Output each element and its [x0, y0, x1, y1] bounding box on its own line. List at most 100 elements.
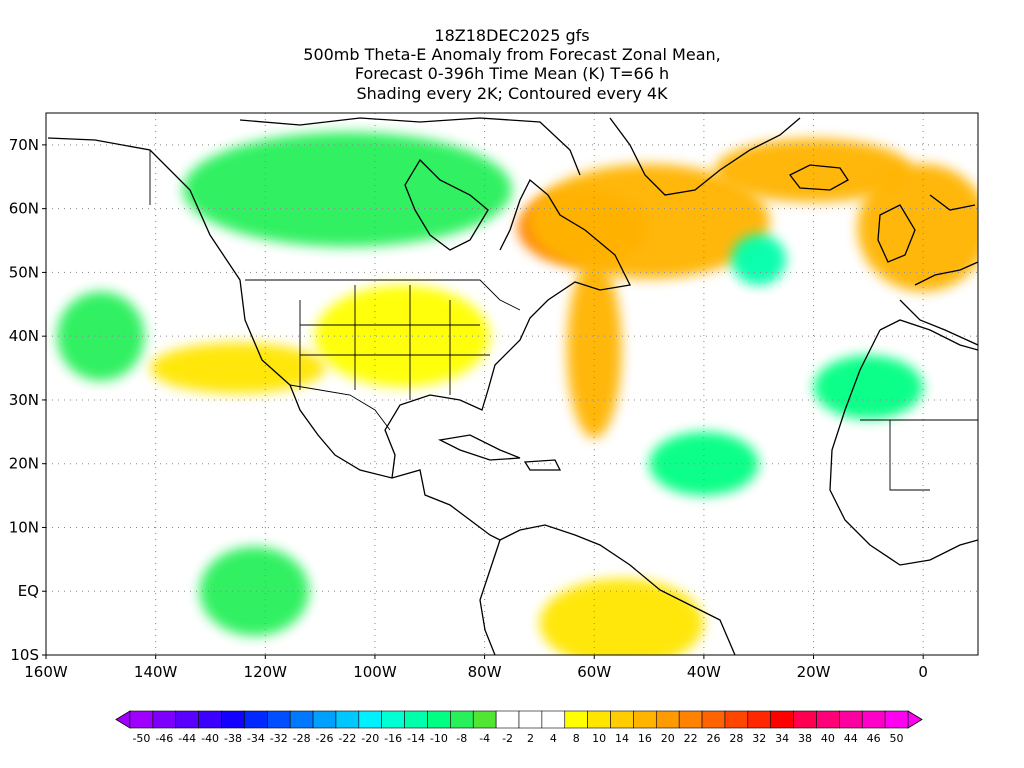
colorbar-label: -34 — [247, 732, 265, 745]
colorbar-label: -4 — [479, 732, 490, 745]
colorbar-label: -14 — [407, 732, 425, 745]
colorbar-label: 46 — [867, 732, 881, 745]
lon-tick-label: 0 — [918, 663, 928, 681]
anomaly-s-america-warm — [539, 578, 704, 655]
colorbar-label: 44 — [844, 732, 858, 745]
colorbar: -50 -46 -44 -40 -38 -34 -32 -28 -26 -22 -20 -16 -14-… — [115, 710, 923, 745]
colorbar-swatch — [244, 710, 268, 729]
colorbar-swatch — [564, 710, 588, 729]
colorbar-min-arrow — [115, 710, 131, 729]
colorbar-label: 40 — [821, 732, 835, 745]
colorbar-label: -38 — [224, 732, 242, 745]
europe-coastline — [899, 194, 978, 346]
colorbar-label: 8 — [573, 732, 580, 745]
colorbar-label: -26 — [316, 732, 334, 745]
colorbar-label: -20 — [361, 732, 379, 745]
colorbar-swatch — [770, 710, 794, 729]
anomaly-ne-atlantic-cold — [731, 234, 787, 286]
map-gridlines — [46, 113, 978, 655]
colorbar-swatch — [518, 710, 543, 729]
colorbar-label: 26 — [707, 732, 721, 745]
colorbar-label: -46 — [155, 732, 173, 745]
us-canada-border — [245, 279, 521, 311]
colorbar-swatch — [655, 710, 680, 729]
colorbar-swatch — [839, 710, 863, 729]
anomaly-canada-cold — [183, 132, 512, 247]
lon-tick-label: 20W — [797, 663, 831, 681]
colorbar-swatch — [724, 710, 749, 729]
colorbar-label: 32 — [752, 732, 766, 745]
colorbar-swatch — [861, 710, 886, 729]
anomaly-north-africa-cold — [813, 355, 924, 420]
lat-tick-label: 40N — [9, 327, 39, 345]
colorbar-swatch — [381, 710, 405, 729]
colorbar-label: -28 — [293, 732, 311, 745]
colorbar-swatch — [289, 710, 314, 729]
colorbar-label: 50 — [890, 732, 904, 745]
colorbar-label: 4 — [550, 732, 557, 745]
title-line-2: 500mb Theta-E Anomaly from Forecast Zona… — [303, 45, 721, 64]
lon-tick-label: 120W — [244, 663, 288, 681]
colorbar-label: 38 — [798, 732, 812, 745]
colorbar-swatch — [450, 710, 474, 729]
colorbar-label: -32 — [270, 732, 288, 745]
lat-tick-label: 50N — [9, 263, 39, 281]
colorbar-swatch — [335, 710, 360, 729]
colorbar-label: 2 — [527, 732, 534, 745]
lon-tick-label: 40W — [687, 663, 721, 681]
colorbar-swatch — [129, 710, 154, 729]
lon-tick-label: 140W — [134, 663, 178, 681]
colorbar-swatch — [312, 710, 337, 729]
lat-tick-label: 10S — [10, 646, 39, 664]
us-state-borders — [299, 285, 490, 400]
political-borders — [149, 150, 978, 491]
anomaly-mid-atlantic-cold — [649, 431, 759, 496]
colorbar-swatch — [587, 710, 611, 729]
cuba-coastline — [437, 434, 521, 461]
africa-coastline — [829, 319, 978, 566]
anomaly-iceland-warm — [714, 138, 913, 203]
colorbar-label: -22 — [338, 732, 356, 745]
colorbar-label: 34 — [775, 732, 789, 745]
colorbar-label: -8 — [456, 732, 467, 745]
colorbar-swatch — [427, 710, 451, 729]
lon-tick-label: 160W — [24, 663, 68, 681]
lat-tick-label: EQ — [18, 582, 39, 600]
lat-tick-label: 10N — [9, 518, 39, 536]
us-mexico-border — [289, 384, 391, 431]
arctic-islands — [239, 117, 581, 176]
british-isles-coastline — [877, 204, 916, 263]
colorbar-label: 22 — [684, 732, 698, 745]
lat-tick-label: 20N — [9, 455, 39, 473]
colorbar-swatch — [701, 710, 726, 729]
gulf-coastline — [384, 178, 631, 479]
lon-tick-label: 60W — [577, 663, 611, 681]
coastlines — [47, 117, 978, 655]
greenland-coastline — [609, 117, 801, 196]
colorbar-swatch — [198, 710, 222, 729]
colorbar-label: -2 — [502, 732, 513, 745]
colorbar-label: 20 — [661, 732, 675, 745]
anomaly-atlantic-plume — [566, 259, 622, 439]
anomaly-central-us-warm — [314, 285, 491, 388]
colorbar-label: -44 — [178, 732, 196, 745]
colorbar-label: 16 — [638, 732, 652, 745]
axis-ticks: 160W 140W 120W 100W 80W 60W 40W 20W 0 70N 60N 50N 40… — [9, 136, 928, 681]
title-line-1: 18Z18DEC2025 gfs — [434, 26, 590, 45]
lat-tick-label: 60N — [9, 200, 39, 218]
lat-tick-label: 30N — [9, 391, 39, 409]
colorbar-label: 10 — [592, 732, 606, 745]
colorbar-swatch — [221, 710, 245, 729]
hudson-bay-coastline — [404, 158, 489, 251]
colorbar-label: -10 — [430, 732, 448, 745]
colorbar-label: 14 — [615, 732, 629, 745]
colorbar-swatch — [175, 710, 199, 729]
colorbar-swatch — [404, 710, 428, 729]
colorbar-swatch — [816, 710, 840, 729]
colorbar-swatch — [472, 710, 497, 729]
africa-borders — [860, 419, 978, 491]
colorbar-swatch — [678, 710, 703, 729]
lat-tick-label: 70N — [9, 136, 39, 154]
lon-tick-label: 100W — [353, 663, 397, 681]
